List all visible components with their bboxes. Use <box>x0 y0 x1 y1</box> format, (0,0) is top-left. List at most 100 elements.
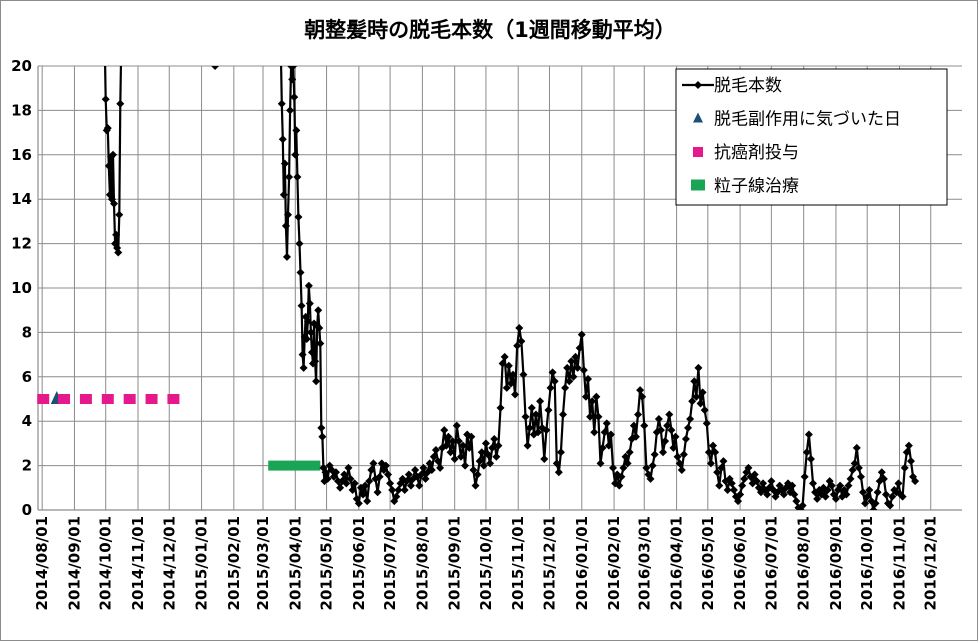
data-point-marker <box>715 481 724 490</box>
data-point-marker <box>911 477 920 486</box>
data-point-marker <box>738 481 747 490</box>
x-tick-label: 2015/11/01 <box>509 516 527 610</box>
x-tick-label: 2015/02/01 <box>225 516 243 610</box>
data-point-marker <box>790 490 799 499</box>
data-point-marker <box>494 441 503 450</box>
data-point-marker <box>404 470 413 479</box>
data-point-marker <box>621 452 630 461</box>
data-point-marker <box>373 488 382 497</box>
data-point-marker <box>504 361 513 370</box>
x-tick-label: 2016/06/01 <box>731 516 749 610</box>
data-point-marker <box>552 459 561 468</box>
y-tick-label: 10 <box>11 279 32 297</box>
data-point-marker <box>394 486 403 495</box>
data-point-marker <box>548 368 557 377</box>
data-point-marker <box>821 492 830 501</box>
data-point-marker <box>569 372 578 381</box>
data-point-marker <box>615 481 624 490</box>
data-point-marker <box>673 452 682 461</box>
data-point-marker <box>873 488 882 497</box>
data-point-marker <box>456 452 465 461</box>
data-point-marker <box>297 301 306 310</box>
data-point-marker <box>744 463 753 472</box>
x-tick-label: 2016/07/01 <box>762 516 780 610</box>
data-point-marker <box>431 446 440 455</box>
data-point-marker <box>525 423 534 432</box>
data-point-marker <box>898 492 907 501</box>
data-point-marker <box>844 481 853 490</box>
x-tick-label: 2015/12/01 <box>540 516 558 610</box>
y-tick-label: 20 <box>11 57 32 75</box>
data-point-marker <box>584 375 593 384</box>
y-tick-label: 0 <box>22 501 32 519</box>
data-point-marker <box>636 386 645 395</box>
data-point-marker <box>734 497 743 506</box>
data-point-marker <box>117 40 125 48</box>
data-point-marker <box>561 383 570 392</box>
legend-label: 脱毛副作用に気づいた日 <box>714 110 901 130</box>
data-point-marker <box>277 40 285 48</box>
data-point-marker <box>331 468 340 477</box>
data-point-marker <box>546 383 555 392</box>
data-point-marker <box>556 448 565 457</box>
data-point-marker <box>779 490 788 499</box>
legend-label: 抗癌剤投与 <box>714 143 799 163</box>
line-markers <box>101 40 920 510</box>
data-point-marker <box>295 239 304 248</box>
data-point-marker <box>609 463 618 472</box>
x-tick-label: 2016/04/01 <box>668 516 686 610</box>
data-point-marker <box>869 506 878 510</box>
data-point-marker <box>469 466 478 475</box>
data-point-marker <box>823 486 832 495</box>
data-point-marker <box>363 497 372 506</box>
data-point-marker <box>827 481 836 490</box>
data-point-marker <box>306 328 315 337</box>
data-point-marker <box>688 397 697 406</box>
data-point-marker <box>686 414 695 423</box>
data-point-marker <box>579 366 588 375</box>
data-point-marker <box>344 463 353 472</box>
data-point-marker <box>446 448 455 457</box>
data-point-marker <box>311 357 320 366</box>
data-point-marker <box>861 499 870 508</box>
x-tick-label: 2014/10/01 <box>97 516 115 610</box>
x-tick-label: 2014/11/01 <box>129 516 147 610</box>
data-point-marker <box>886 501 895 510</box>
data-point-marker <box>661 437 670 446</box>
x-tick-label: 2015/03/01 <box>254 516 272 610</box>
data-point-marker <box>888 492 897 501</box>
data-point-marker <box>586 412 595 421</box>
data-point-marker <box>654 414 663 423</box>
data-point-marker <box>634 410 643 419</box>
y-tick-label: 6 <box>22 368 32 386</box>
data-point-marker <box>877 468 886 477</box>
data-point-marker <box>531 410 540 419</box>
data-point-marker <box>523 441 532 450</box>
data-point-marker <box>698 388 707 397</box>
data-point-marker <box>375 472 384 481</box>
data-point-marker <box>511 390 520 399</box>
data-point-marker <box>677 466 686 475</box>
data-point-marker <box>848 466 857 475</box>
data-point-marker <box>303 317 312 326</box>
data-point-marker <box>342 479 351 488</box>
data-point-marker <box>881 490 890 499</box>
data-point-marker <box>542 426 551 435</box>
data-point-marker <box>763 490 772 499</box>
chart-title: 朝整髪時の脱毛本数（1週間移動平均） <box>304 18 676 42</box>
data-point-marker <box>859 488 868 497</box>
data-point-marker <box>101 40 109 48</box>
data-point-marker <box>598 443 607 452</box>
data-point-marker <box>704 448 713 457</box>
data-point-marker <box>361 481 370 490</box>
data-point-marker <box>640 421 649 430</box>
data-point-marker <box>588 397 597 406</box>
y-tick-labels: 0 2 4 6 8 10 12 14 16 18 20 <box>11 57 32 519</box>
data-point-marker <box>788 481 797 490</box>
data-point-marker <box>492 452 501 461</box>
data-point-marker <box>740 474 749 483</box>
data-point-marker <box>671 432 680 441</box>
x-tick-label: 2016/12/01 <box>922 516 940 610</box>
data-point-marker <box>690 377 699 386</box>
